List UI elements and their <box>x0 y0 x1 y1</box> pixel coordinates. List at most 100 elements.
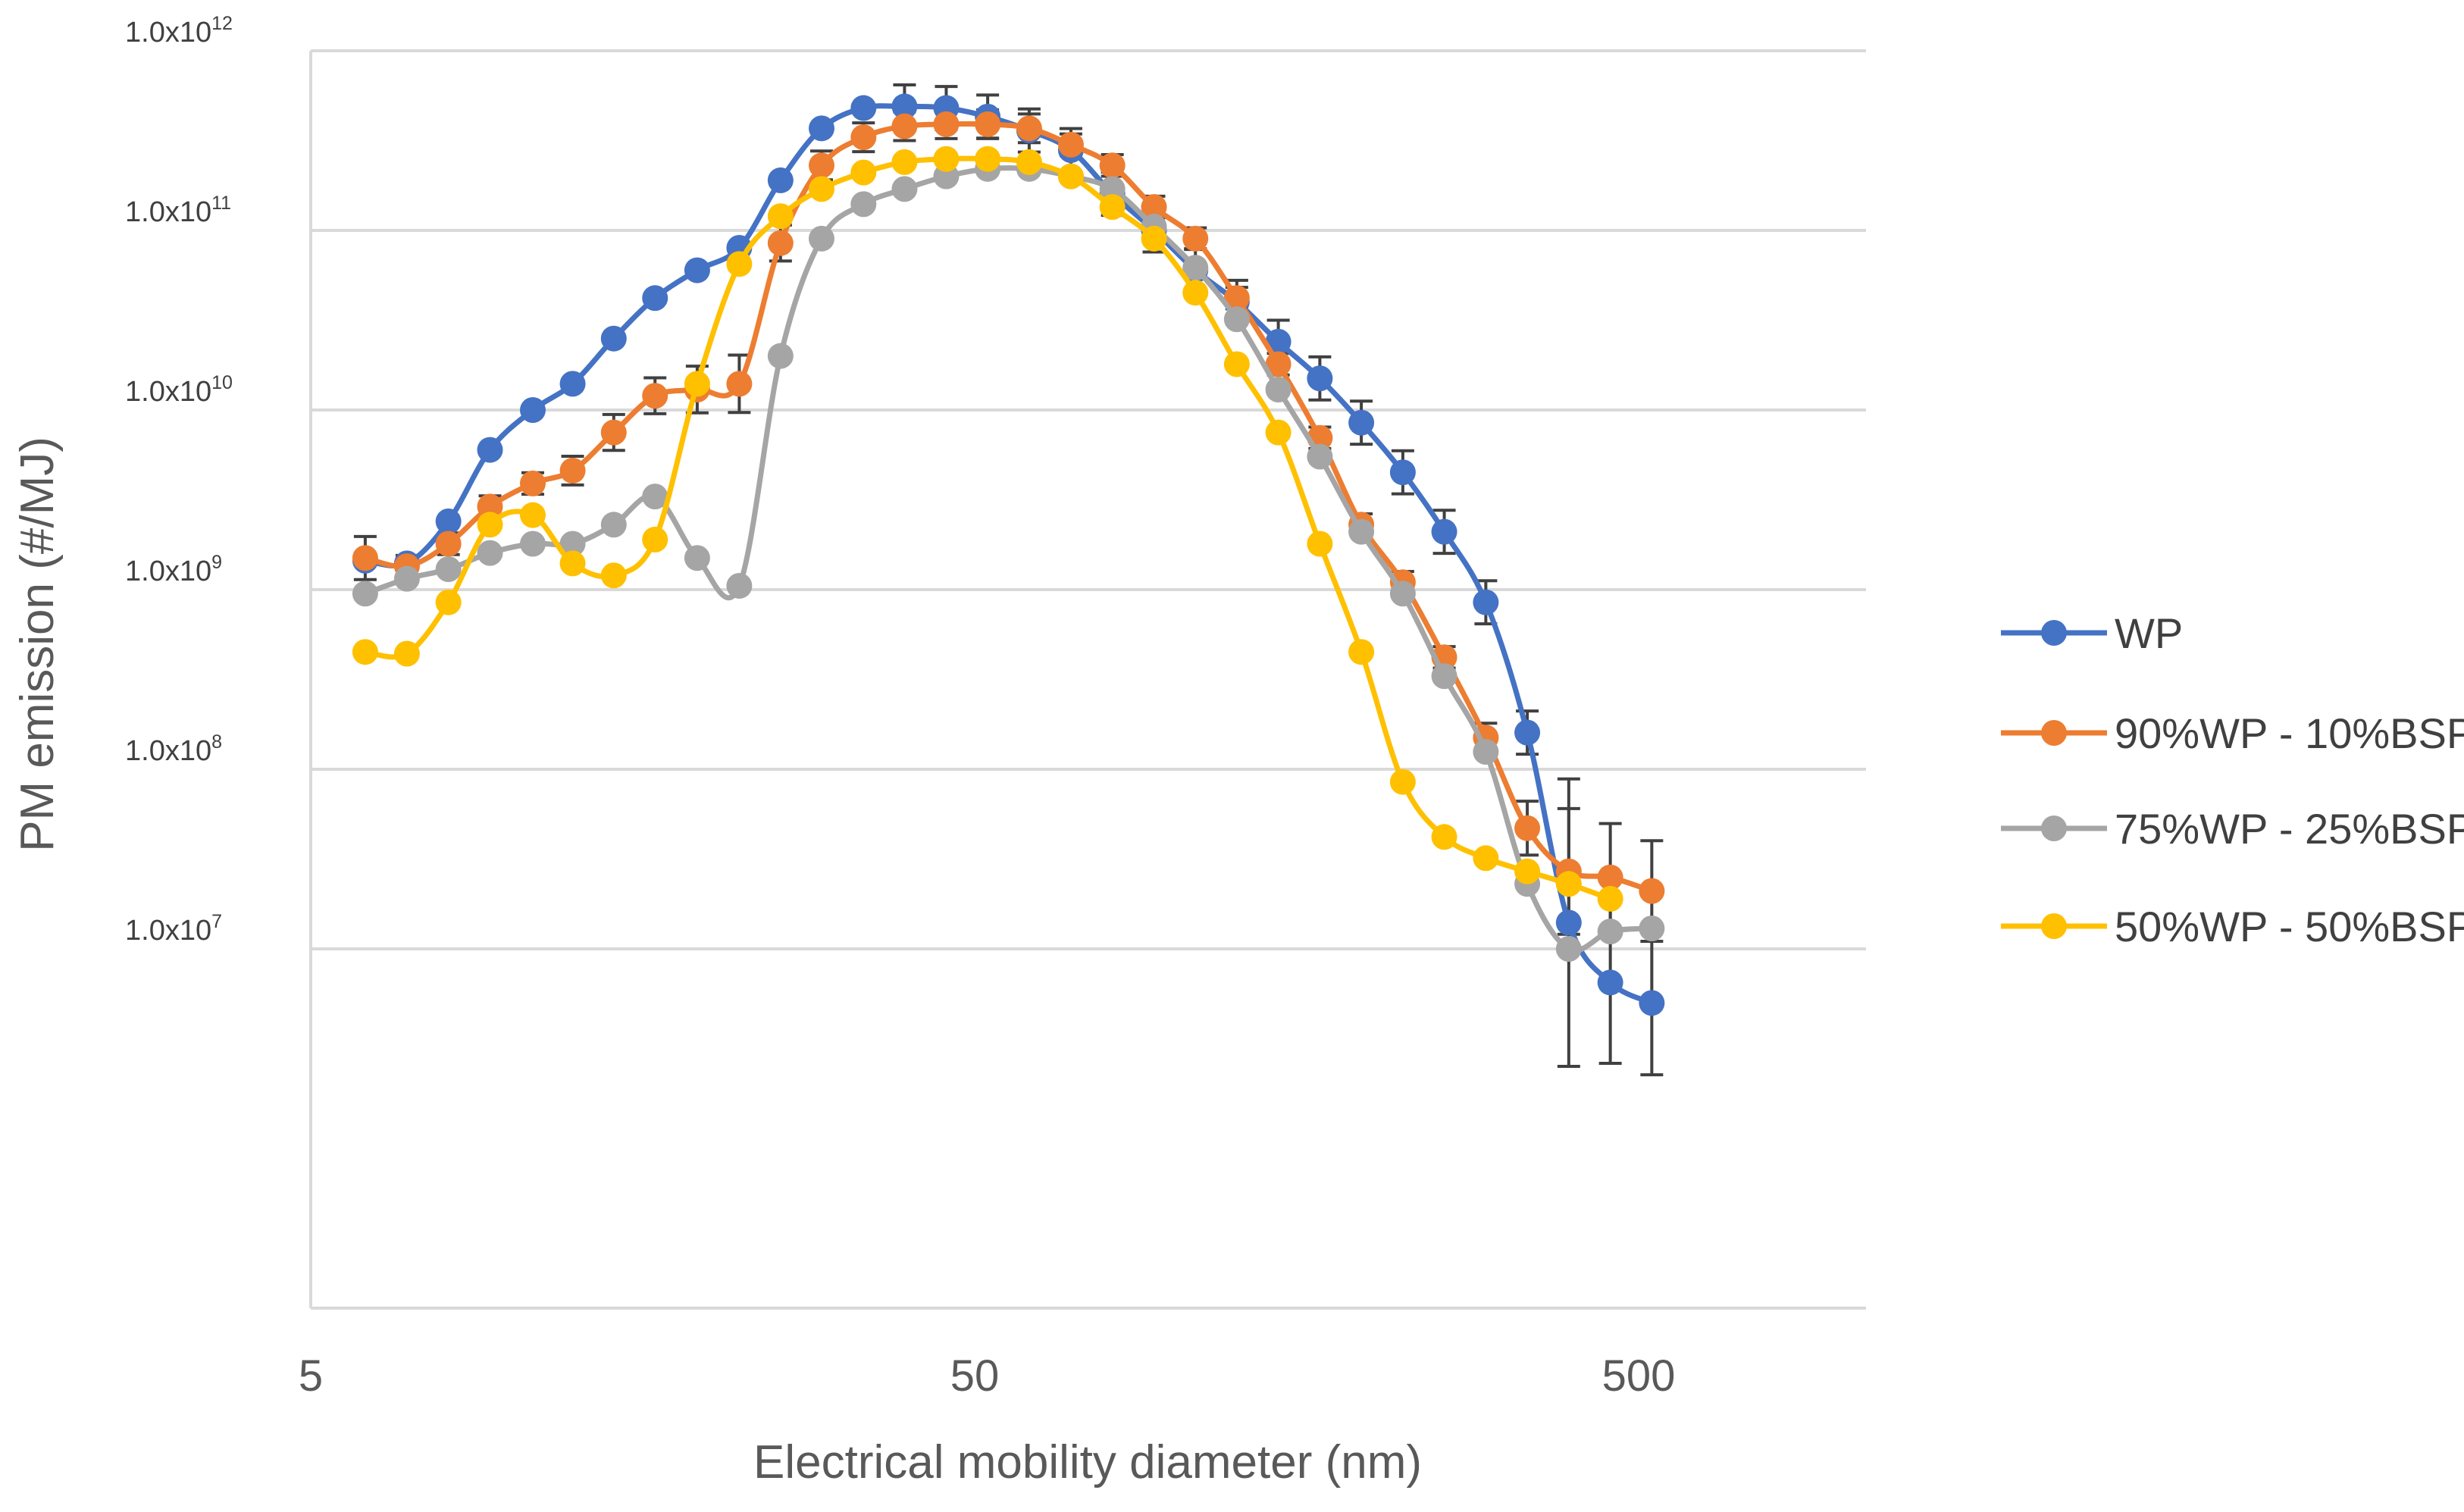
data-point-3-14 <box>933 146 959 172</box>
data-point-0-4 <box>520 397 546 423</box>
data-point-3-20 <box>1182 280 1208 305</box>
y-tick-label-4: 1.0x108 <box>125 731 222 767</box>
data-point-0-23 <box>1307 365 1332 391</box>
data-point-0-6 <box>601 326 627 352</box>
data-point-2-2 <box>436 556 462 582</box>
data-point-3-11 <box>809 176 834 202</box>
data-point-1-7 <box>642 383 668 409</box>
x-tick-label-2: 500 <box>1602 1351 1676 1401</box>
data-point-1-10 <box>768 230 794 256</box>
data-point-1-11 <box>809 152 834 178</box>
data-point-3-30 <box>1598 886 1623 912</box>
data-point-2-12 <box>850 191 876 217</box>
data-point-0-28 <box>1514 720 1540 746</box>
y-tick-label-5: 1.0x107 <box>125 911 222 947</box>
y-tick-base-3: 1.0x10 <box>125 556 211 587</box>
legend-swatch-marker-0 <box>2041 620 2067 646</box>
data-point-2-30 <box>1598 919 1623 944</box>
data-point-2-8 <box>684 545 710 571</box>
data-point-3-21 <box>1224 352 1250 377</box>
data-point-2-6 <box>601 512 627 537</box>
data-point-2-21 <box>1224 306 1250 332</box>
data-point-2-4 <box>520 531 546 557</box>
data-point-1-6 <box>601 420 627 446</box>
y-tick-base-1: 1.0x10 <box>125 196 211 228</box>
legend-label-3: 50%WP - 50%BSP <box>2115 903 2464 950</box>
y-tick-base-2: 1.0x10 <box>125 376 211 408</box>
y-tick-exponent-0: 12 <box>211 13 233 34</box>
y-tick-exponent-4: 8 <box>211 731 222 753</box>
data-point-3-27 <box>1473 845 1498 871</box>
data-point-1-4 <box>520 471 546 496</box>
data-point-1-18 <box>1100 152 1126 178</box>
data-point-3-22 <box>1266 420 1291 446</box>
data-point-0-26 <box>1432 519 1457 545</box>
data-point-2-26 <box>1432 663 1457 689</box>
y-tick-exponent-5: 7 <box>211 911 222 932</box>
data-point-3-3 <box>477 512 503 537</box>
data-point-2-31 <box>1639 916 1664 941</box>
y-tick-label-3: 1.0x109 <box>125 552 222 587</box>
data-point-0-11 <box>809 115 834 141</box>
x-tick-label-0: 5 <box>299 1351 323 1401</box>
data-point-2-0 <box>352 581 378 606</box>
data-point-0-12 <box>850 95 876 121</box>
data-point-0-24 <box>1348 410 1374 436</box>
legend-label-2: 75%WP - 25%BSP <box>2115 805 2464 853</box>
data-point-0-31 <box>1639 990 1664 1016</box>
data-point-3-0 <box>352 639 378 665</box>
data-point-2-11 <box>809 226 834 252</box>
data-point-1-28 <box>1514 815 1540 841</box>
legend-label-0: WP <box>2115 609 2183 657</box>
data-point-0-10 <box>768 167 794 193</box>
y-tick-exponent-3: 9 <box>211 552 222 573</box>
data-point-1-2 <box>436 531 462 557</box>
data-point-0-29 <box>1556 909 1582 935</box>
data-point-3-2 <box>436 590 462 615</box>
data-point-1-20 <box>1182 226 1208 252</box>
data-point-0-25 <box>1390 459 1416 485</box>
legend-swatch-marker-2 <box>2041 815 2067 841</box>
data-point-3-29 <box>1556 871 1582 897</box>
data-point-2-24 <box>1348 519 1374 545</box>
data-point-1-5 <box>560 458 586 484</box>
data-point-3-12 <box>850 160 876 186</box>
data-point-3-16 <box>1016 149 1042 175</box>
data-point-0-27 <box>1473 590 1498 615</box>
data-point-1-9 <box>726 371 752 396</box>
data-point-0-7 <box>642 285 668 311</box>
y-tick-exponent-1: 11 <box>211 193 231 214</box>
data-point-3-24 <box>1348 639 1374 665</box>
data-point-3-23 <box>1307 531 1332 557</box>
y-axis-title: PM emission (#/MJ) <box>11 437 64 852</box>
data-point-3-18 <box>1100 194 1126 220</box>
chart-background <box>0 0 2464 1512</box>
data-point-2-10 <box>768 343 794 369</box>
y-tick-base-4: 1.0x10 <box>125 735 211 767</box>
data-point-3-19 <box>1141 226 1167 252</box>
data-point-0-2 <box>436 509 462 534</box>
data-point-1-14 <box>933 111 959 137</box>
data-point-3-13 <box>891 149 917 175</box>
data-point-2-25 <box>1390 581 1416 606</box>
data-point-3-1 <box>394 641 420 667</box>
data-point-2-1 <box>394 566 420 592</box>
data-point-3-10 <box>768 203 794 229</box>
pm-emission-chart: 1.0x10121.0x10111.0x10101.0x1091.0x1081.… <box>0 0 2464 1512</box>
data-point-2-3 <box>477 540 503 566</box>
data-point-1-16 <box>1016 115 1042 141</box>
y-tick-base-5: 1.0x10 <box>125 915 211 947</box>
data-point-3-8 <box>684 371 710 396</box>
data-point-2-29 <box>1556 936 1582 962</box>
data-point-3-25 <box>1390 769 1416 795</box>
legend-swatch-marker-3 <box>2041 913 2067 939</box>
data-point-1-17 <box>1058 132 1084 158</box>
data-point-2-27 <box>1473 739 1498 765</box>
data-point-1-12 <box>850 124 876 150</box>
y-tick-exponent-2: 10 <box>211 372 233 393</box>
data-point-3-7 <box>642 527 668 553</box>
data-point-0-5 <box>560 371 586 396</box>
data-point-3-6 <box>601 562 627 588</box>
data-point-2-13 <box>891 176 917 202</box>
data-point-2-9 <box>726 573 752 599</box>
